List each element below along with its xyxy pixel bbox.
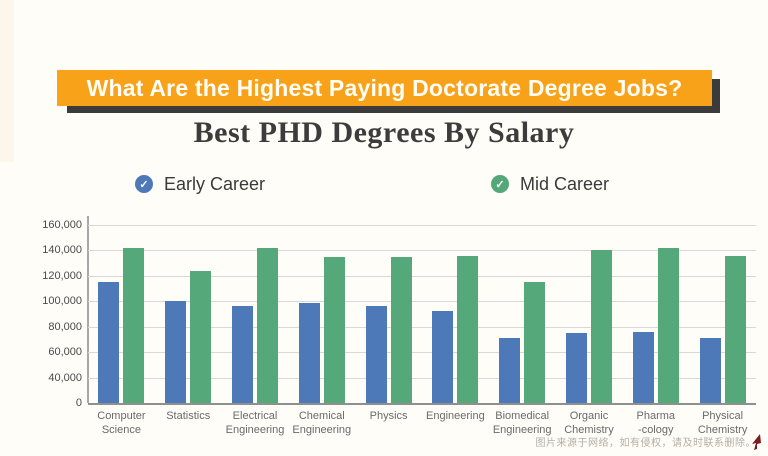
category-label: Electrical Engineering [225, 410, 285, 437]
check-circle-icon: ✓ [490, 175, 509, 193]
bar-group [622, 225, 689, 403]
bar-mid-career [123, 247, 145, 403]
gridline [88, 301, 756, 303]
y-axis-line [87, 216, 89, 403]
bar-early-career [231, 306, 253, 403]
y-axis: 160,000 140,000 120,000 100,000 80,000 60,000… [14, 219, 82, 409]
y-axis-tick-label: 40,000 [48, 371, 82, 384]
bar-group [489, 225, 556, 403]
bar-mid-career [657, 247, 679, 403]
bar-early-career [499, 338, 521, 403]
bar-group [422, 225, 489, 403]
bar-group [155, 225, 222, 403]
bar-group [88, 225, 155, 403]
bar-early-career [565, 333, 587, 403]
y-axis-tick-label: 80,000 [48, 320, 82, 333]
bar-mid-career [256, 247, 278, 403]
legend-label: Early Career [164, 173, 266, 194]
category-label: Engineering [426, 410, 485, 422]
category-label: Statistics [166, 410, 211, 422]
y-axis-tick-label: 120,000 [42, 269, 82, 282]
y-axis-tick-label: 0 [75, 397, 82, 409]
y-axis-tick-label: 100,000 [42, 295, 82, 308]
category-label: Computer Science [97, 410, 146, 437]
category-label: Organic Chemistry [564, 410, 614, 437]
bar-chart-plot-area [87, 216, 756, 405]
bar-group [556, 225, 623, 403]
gridline [88, 326, 756, 328]
legend-label: Mid Career [519, 173, 609, 194]
watermark-text: 图片来源于网络，如有侵权，请及时联系删除。 [535, 438, 756, 449]
chart-legend: ✓ Early Career ✓ Mid Career [135, 173, 609, 195]
bar-mid-career [524, 282, 546, 403]
category-label: Chemical Engineering [292, 410, 352, 437]
category-label: Physics [369, 410, 408, 422]
bar-early-career [165, 301, 187, 403]
bar-mid-career [390, 256, 412, 403]
gridline [88, 352, 756, 354]
bar-group [689, 225, 756, 403]
bar-early-career [98, 282, 120, 403]
bar-mid-career [590, 250, 612, 403]
bar-early-career [298, 302, 320, 403]
y-axis-tick-label: 160,000 [42, 219, 82, 231]
banner-title-text: What Are the Highest Paying Doctorate De… [86, 74, 683, 101]
x-axis-labels: Computer Science Statistics Electrical Engin… [88, 409, 756, 438]
legend-item-early-career: ✓ Early Career [135, 174, 265, 195]
legend-item-mid-career: ✓ Mid Career [490, 173, 609, 195]
bar-group [355, 225, 422, 403]
category-label: Biomedical Engineering [492, 410, 552, 437]
cursor-mark [749, 434, 763, 451]
bar-early-career [699, 338, 721, 403]
bars-container [88, 225, 756, 403]
bar-mid-career [724, 255, 746, 403]
bar-early-career [632, 331, 654, 403]
y-axis-tick-label: 140,000 [42, 244, 82, 257]
gridline [88, 250, 756, 252]
gridline [88, 225, 756, 226]
bar-mid-career [323, 256, 345, 403]
bar-group [222, 225, 289, 403]
left-edge-strip [0, 0, 14, 162]
bar-early-career [432, 311, 454, 403]
gridline [88, 275, 756, 277]
bar-early-career [365, 306, 387, 403]
y-axis-tick-label: 60,000 [48, 346, 82, 359]
check-circle-icon: ✓ [135, 175, 153, 193]
gridline [88, 377, 756, 379]
banner-title: What Are the Highest Paying Doctorate De… [57, 70, 712, 106]
bar-mid-career [190, 270, 212, 403]
bar-mid-career [457, 255, 479, 403]
category-label: Physical Chemistry [697, 410, 748, 437]
category-label: Pharma -cology [636, 410, 676, 437]
bar-group [288, 225, 355, 403]
page-title: Best PHD Degrees By Salary [193, 116, 575, 149]
